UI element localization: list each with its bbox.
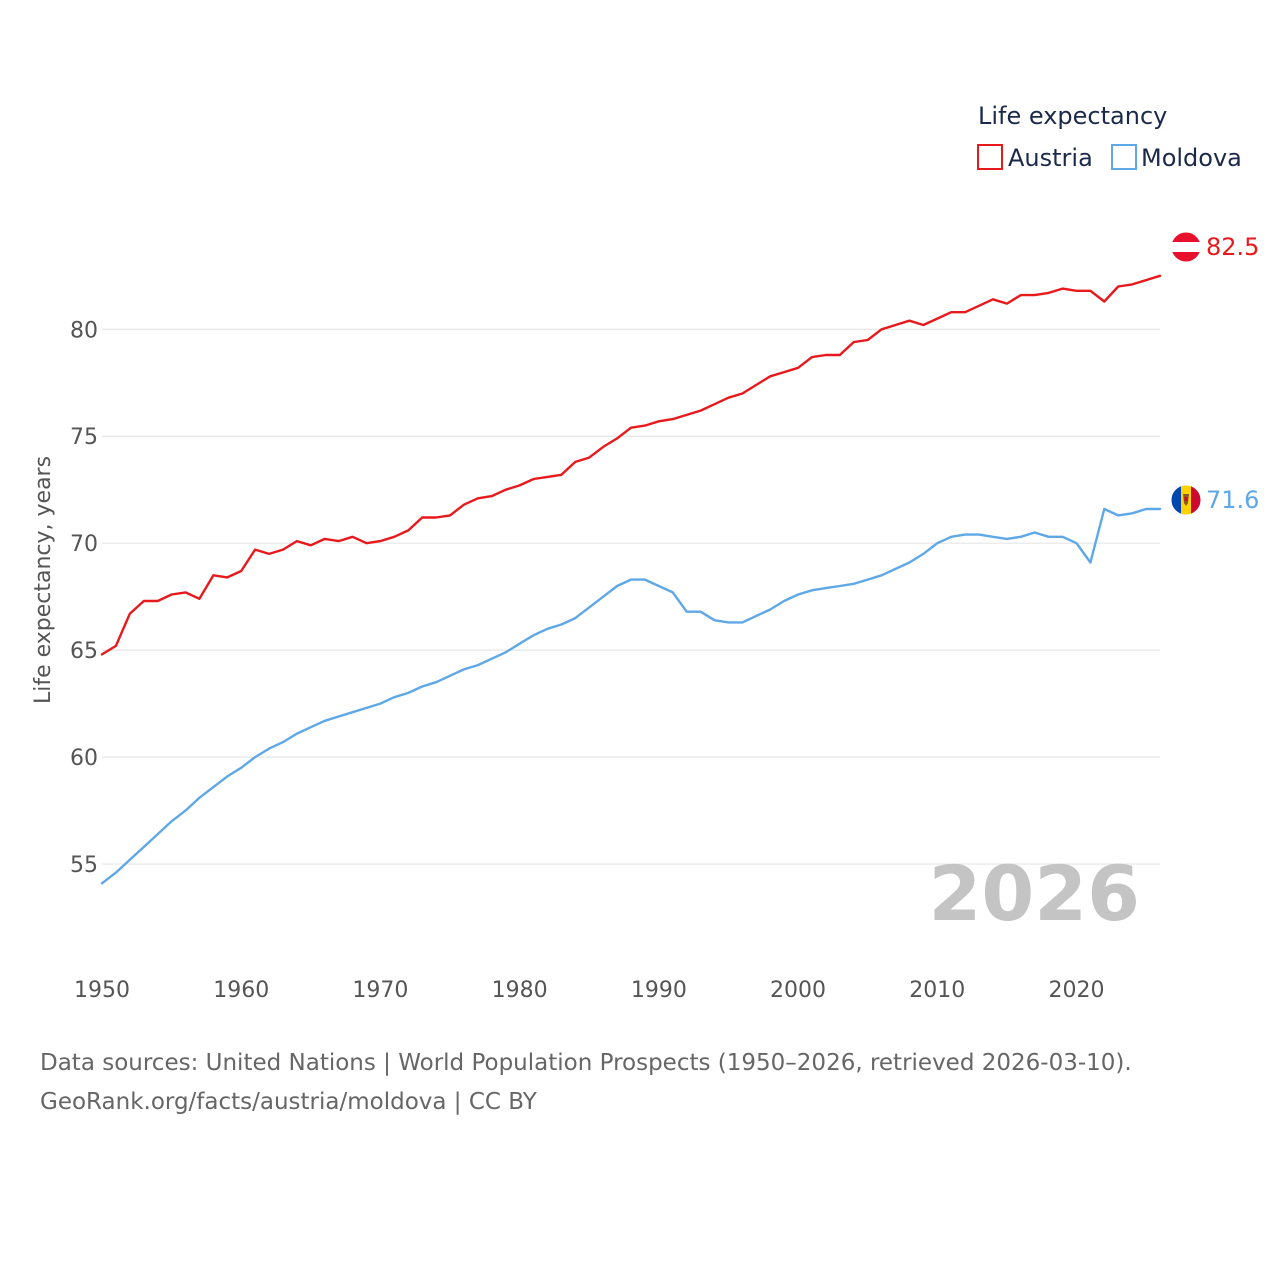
y-tick-label-60: 60	[70, 746, 98, 771]
legend-label-austria[interactable]: Austria	[1008, 144, 1093, 172]
legend-title: Life expectancy	[978, 102, 1167, 130]
x-tick-label-1950: 1950	[74, 978, 130, 1003]
legend-swatch-austria[interactable]	[977, 144, 1003, 170]
x-tick-label-1960: 1960	[213, 978, 269, 1003]
x-tick-label-1990: 1990	[631, 978, 687, 1003]
x-tick-label-2010: 2010	[909, 978, 965, 1003]
x-tick-label-1980: 1980	[492, 978, 548, 1003]
legend: Life expectancy Austria Moldova	[977, 102, 1242, 172]
y-tick-label-55: 55	[70, 853, 98, 878]
y-axis-ticks: 55 60 65 70 75 80	[70, 318, 98, 878]
x-axis-ticks: 1950 1960 1970 1980 1990 2000 2010 2020	[74, 978, 1104, 1003]
data-sources-text: Data sources: United Nations | World Pop…	[40, 1050, 1132, 1076]
series-line-moldova[interactable]	[100, 507, 1162, 885]
year-watermark: 2026	[928, 849, 1140, 938]
legend-swatch-moldova[interactable]	[1111, 144, 1137, 170]
x-tick-label-2000: 2000	[770, 978, 826, 1003]
y-tick-label-65: 65	[70, 639, 98, 664]
series-line-austria[interactable]	[100, 274, 1162, 656]
end-value-austria: 82.5	[1206, 233, 1259, 261]
source-url-text: GeoRank.org/facts/austria/moldova | CC B…	[40, 1089, 537, 1115]
series-lines	[100, 274, 1162, 885]
x-tick-label-2020: 2020	[1048, 978, 1104, 1003]
x-tick-label-1970: 1970	[352, 978, 408, 1003]
legend-label-moldova[interactable]: Moldova	[1141, 144, 1242, 172]
y-tick-label-75: 75	[70, 425, 98, 450]
life-expectancy-chart: 55 60 65 70 75 80 1950 1960 1970 1980 1990 2000 201…	[31, 102, 1259, 1003]
grid-lines	[102, 328, 1160, 865]
y-tick-label-80: 80	[70, 318, 98, 343]
end-value-moldova: 71.6	[1206, 486, 1259, 514]
y-axis-title: Life expectancy, years	[31, 456, 56, 704]
austria-flag-icon	[1170, 231, 1202, 263]
chart-footer: Data sources: United Nations | World Pop…	[40, 1044, 1240, 1122]
y-tick-label-70: 70	[70, 532, 98, 557]
moldova-flag-icon	[1170, 484, 1202, 516]
